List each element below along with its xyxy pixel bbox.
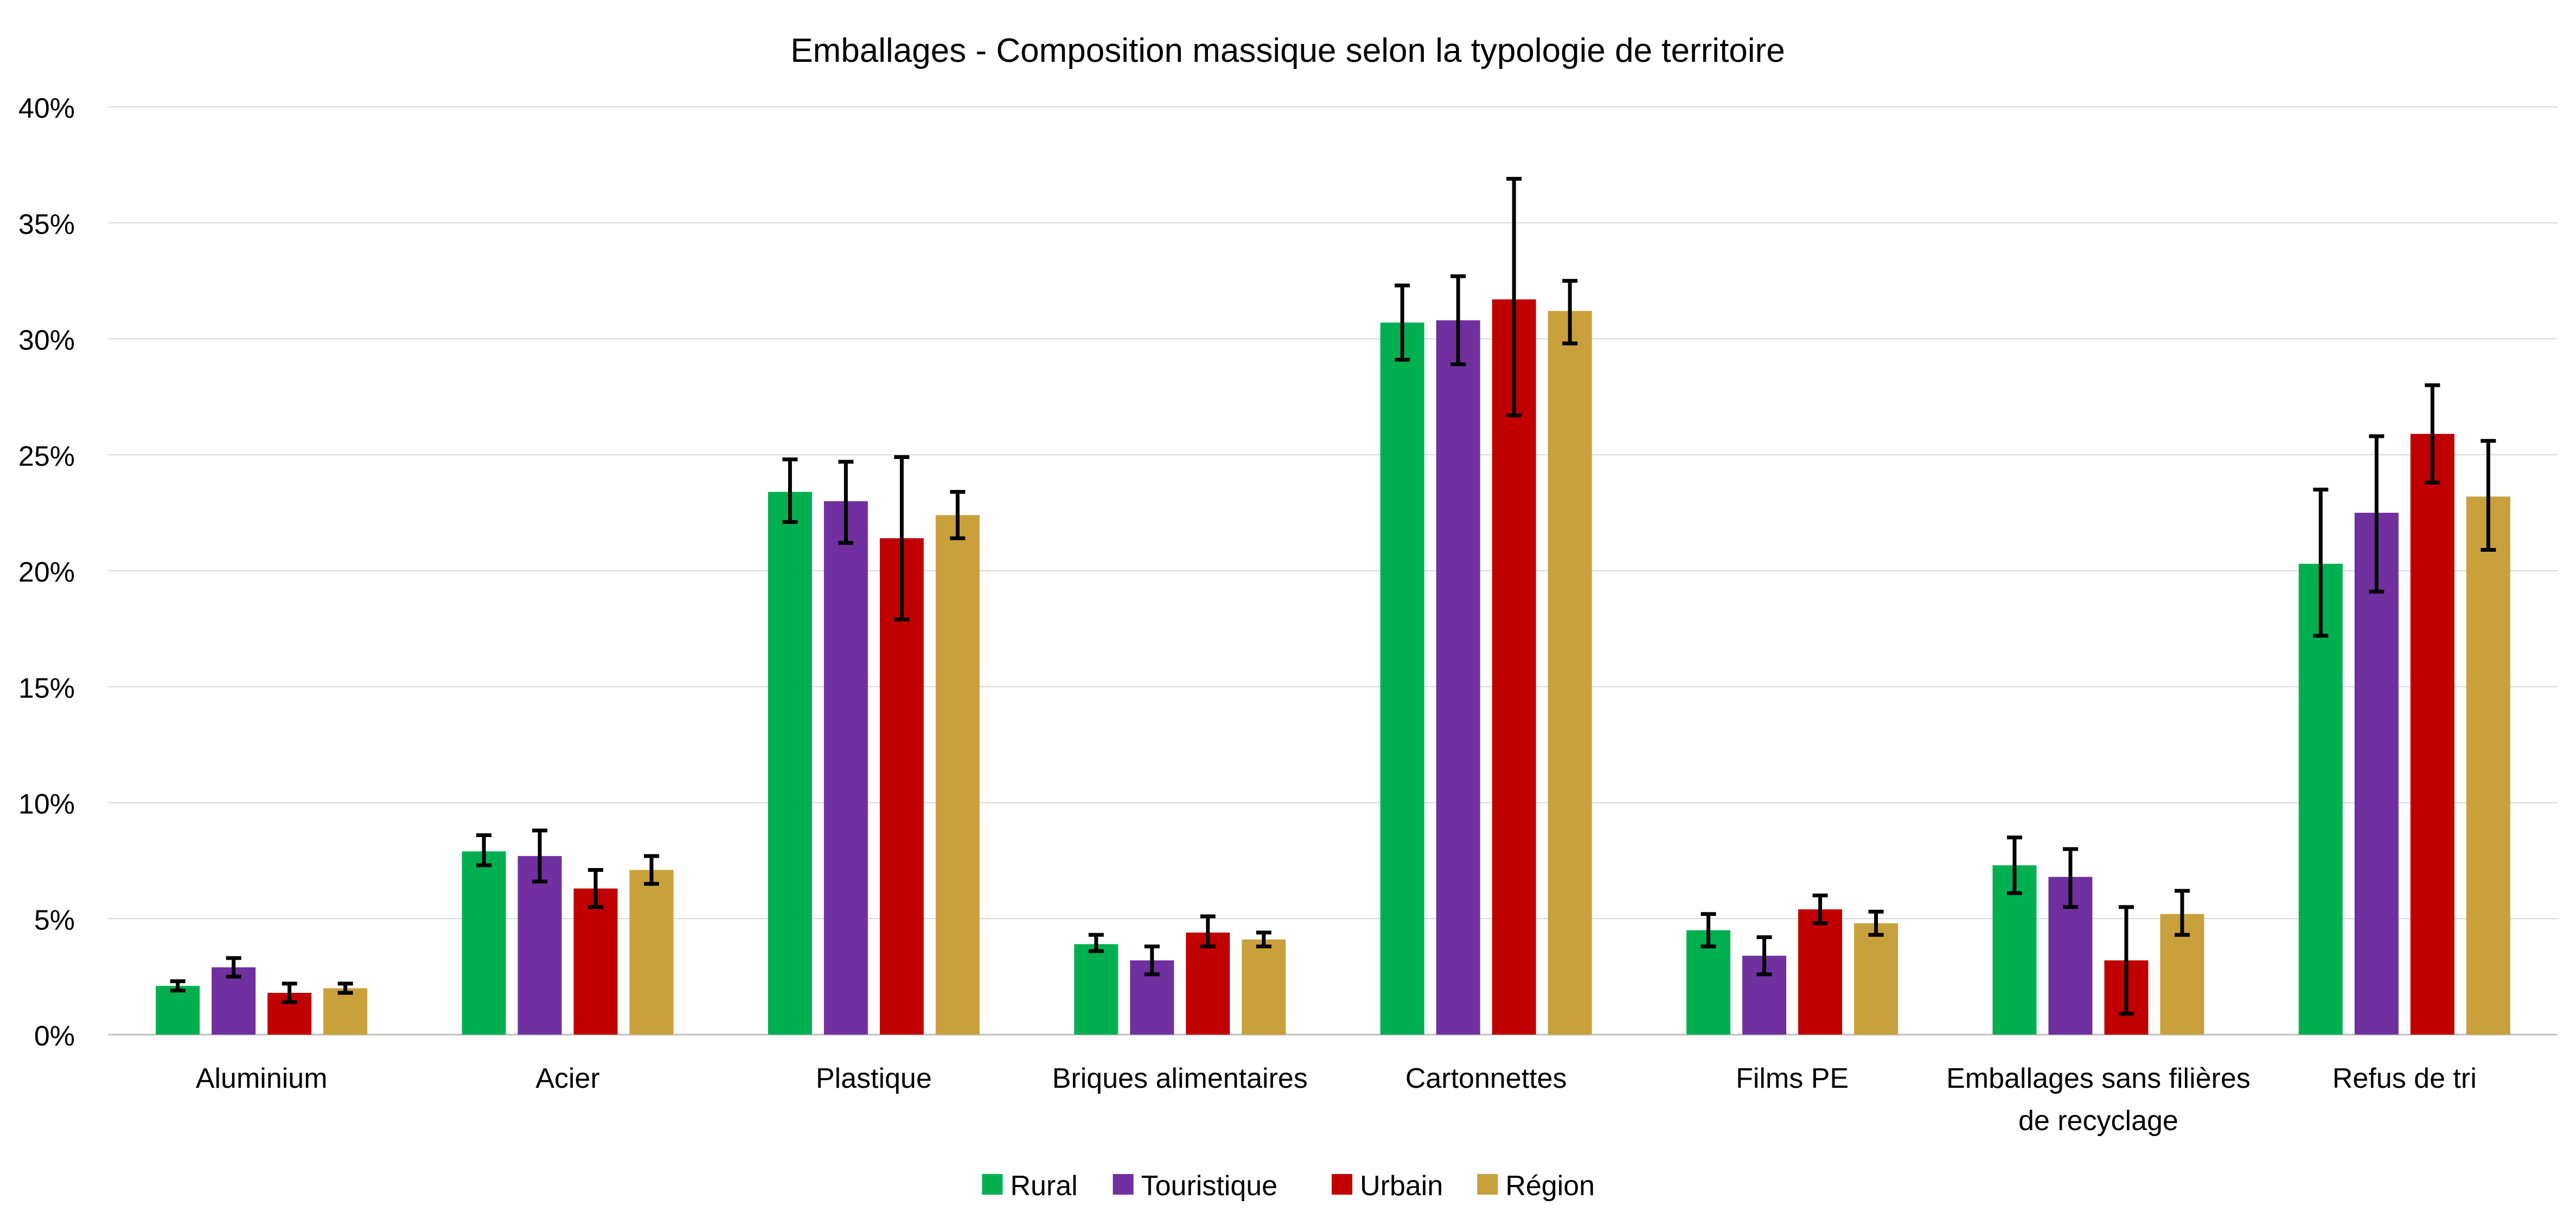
error-bar (2118, 905, 2134, 1016)
error-bar (1450, 274, 1466, 367)
error-bar (2174, 889, 2190, 937)
error-bar (1701, 912, 1716, 949)
error-bars (170, 177, 2496, 1016)
bar-touristique-1 (517, 856, 562, 1035)
chart-title: Emballages - Composition massique selon … (790, 32, 1785, 69)
bar-rural-7 (2298, 564, 2343, 1035)
legend-item-rural: Rural (982, 1170, 1078, 1202)
bar-rural-3 (1074, 944, 1118, 1035)
error-bar (170, 979, 186, 993)
bar-rural-2 (768, 492, 812, 1035)
error-bar (782, 457, 798, 524)
error-bar (1088, 933, 1104, 953)
bar-touristique-7 (2354, 513, 2399, 1035)
y-tick-label: 40% (18, 93, 75, 124)
bar-rgion-7 (2466, 496, 2510, 1035)
y-tick-label: 0% (34, 1020, 75, 1052)
error-bar (2006, 835, 2022, 895)
bar-rural-1 (462, 851, 506, 1035)
legend-swatch (1477, 1174, 1498, 1195)
legend-swatch (1113, 1174, 1134, 1195)
legend-label: Région (1505, 1170, 1595, 1202)
x-tick-label: Emballages sans filières (1946, 1063, 2251, 1094)
bar-urbain-7 (2410, 433, 2454, 1035)
error-bar (1395, 283, 1410, 362)
x-tick-label: Plastique (816, 1063, 932, 1094)
bar-rural-0 (156, 986, 200, 1035)
error-bar (476, 833, 492, 868)
x-tick-label: Briques alimentaires (1052, 1063, 1308, 1094)
error-bar (1144, 945, 1160, 977)
bar-rgion-3 (1242, 939, 1286, 1035)
bar-rgion-0 (323, 988, 368, 1035)
x-axis-labels: Aluminium Acier Plastique Briques alimentai… (196, 1063, 2477, 1137)
error-bar (2481, 439, 2496, 552)
bar-rural-4 (1380, 322, 1424, 1035)
error-bar (337, 981, 353, 995)
bar-touristique-4 (1436, 320, 1480, 1035)
legend-swatch (1332, 1174, 1353, 1195)
error-bar (838, 460, 854, 545)
error-bar (1812, 894, 1828, 926)
legend-label: Touristique (1141, 1170, 1277, 1202)
error-bar (532, 828, 548, 884)
error-bar (1756, 935, 1772, 977)
bar-rgion-4 (1548, 311, 1592, 1035)
bar-urbain-1 (573, 888, 618, 1035)
error-bar (282, 981, 297, 1004)
legend: Rural Touristique Urbain Région (982, 1170, 1595, 1202)
bars (156, 299, 2510, 1035)
error-bar (644, 854, 660, 886)
gridlines (108, 106, 2558, 1036)
bar-rgion-5 (1854, 923, 1899, 1035)
x-tick-label: Cartonnettes (1405, 1063, 1567, 1094)
error-bar (588, 868, 604, 909)
x-tick-label: Aluminium (196, 1063, 328, 1094)
error-bar (894, 455, 910, 622)
y-tick-label: 10% (18, 789, 75, 820)
error-bar (2425, 383, 2440, 485)
y-tick-label: 25% (18, 441, 75, 472)
x-tick-label: Acier (535, 1063, 599, 1094)
error-bar (1562, 279, 1578, 346)
error-bar (2313, 487, 2329, 638)
x-tick-label: Refus de tri (2332, 1063, 2477, 1094)
error-bar (226, 956, 241, 979)
bar-urbain-5 (1798, 909, 1843, 1035)
legend-item-touristique: Touristique (1113, 1170, 1277, 1202)
x-tick-label: de recyclage (2018, 1105, 2178, 1137)
legend-item-urbain: Urbain (1332, 1170, 1443, 1202)
bar-touristique-2 (823, 501, 868, 1035)
bar-urbain-3 (1186, 932, 1230, 1035)
error-bar (2369, 434, 2385, 594)
error-bar (950, 490, 966, 540)
legend-label: Rural (1010, 1170, 1077, 1202)
legend-item-rgion: Région (1477, 1170, 1595, 1202)
x-tick-label: Films PE (1736, 1063, 1849, 1094)
legend-label: Urbain (1360, 1170, 1443, 1202)
error-bar (2062, 847, 2078, 909)
y-tick-label: 30% (18, 325, 75, 356)
error-bar (1200, 914, 1216, 949)
y-tick-label: 5% (34, 904, 75, 936)
bar-urbain-4 (1492, 299, 1536, 1035)
y-axis-ticks: 0% 5% 10% 15% 20% 25% 30% 35% 40% (18, 93, 75, 1052)
y-tick-label: 20% (18, 557, 75, 588)
bar-rgion-1 (629, 870, 674, 1035)
bar-rgion-2 (935, 515, 980, 1035)
y-tick-label: 15% (18, 673, 75, 704)
legend-swatch (982, 1174, 1003, 1195)
error-bar (1256, 930, 1271, 949)
bar-touristique-0 (212, 967, 256, 1035)
error-bar (1868, 909, 1884, 937)
error-bar (1506, 177, 1522, 418)
y-tick-label: 35% (18, 209, 75, 240)
